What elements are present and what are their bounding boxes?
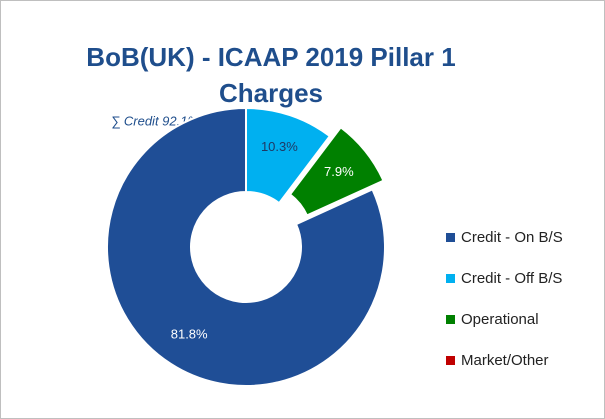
legend-swatch [446, 356, 455, 365]
data-label: 81.8% [171, 327, 208, 342]
data-label: 7.9% [324, 164, 354, 179]
donut-slice [288, 125, 385, 217]
chart-title: BoB(UK) - ICAAP 2019 Pillar 1 Charges [86, 42, 456, 108]
legend-label: Operational [461, 311, 539, 328]
donut-slice [106, 106, 386, 387]
legend-swatch [446, 274, 455, 283]
legend-label: Credit - On B/S [461, 229, 563, 246]
legend-label: Credit - Off B/S [461, 270, 562, 287]
data-label: 10.3% [261, 139, 298, 154]
legend-swatch [446, 233, 455, 242]
legend-label: Market/Other [461, 352, 549, 369]
legend-swatch [446, 315, 455, 324]
donut-slice [245, 106, 332, 205]
annotation: ∑ Credit 92.1% [111, 113, 199, 128]
